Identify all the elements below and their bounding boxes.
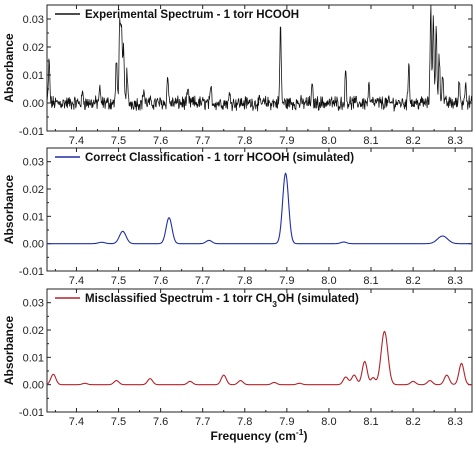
x-tick-label: 7.8 [237,135,252,147]
panel-1: 7.4 7.5 7.6 7.7 7.8 7.9 8.0 8.1 8.2 8.3 -0.01 0.00 0… [2,4,473,147]
x-tick-label: 8.3 [448,275,463,287]
legend-label: Correct Classification - 1 torr HCOOH (s… [85,152,354,164]
x-tick-label: 7.5 [111,135,126,147]
y-tick-label: 0.02 [23,184,44,196]
x-tick-label: 7.4 [69,416,84,428]
y-tick-label: 0.03 [23,157,44,169]
legend-label: Experimental Spectrum - 1 torr HCOOH [85,9,299,21]
x-tick-label: 7.8 [237,416,252,428]
x-tick-label: 7.7 [195,135,210,147]
x-tick-label: 8.3 [448,135,463,147]
legend-label: Misclassified Spectrum - 1 torr CH3OH (s… [85,293,359,309]
y-axis-title: Absorbance [2,175,16,245]
y-axis-title: Absorbance [2,33,16,103]
x-tick-label: 7.7 [195,275,210,287]
x-axis-title: Frequency (cm-1) [211,427,308,443]
x-tick-label: 7.6 [153,275,168,287]
x-tick-label: 7.4 [69,135,84,147]
y-tick-label: -0.01 [19,407,44,419]
y-tick-label: 0.00 [23,380,44,392]
y-tick-label: 0.01 [23,211,44,223]
x-tick-label: 8.1 [363,416,378,428]
y-tick-label: 0.00 [23,98,44,110]
y-tick-label: -0.01 [19,266,44,278]
y-tick-label: 0.00 [23,239,44,251]
y-tick-label: 0.02 [23,42,44,54]
series-line [46,4,473,112]
y-tick-label: 0.01 [23,352,44,364]
x-tick-label: 7.9 [279,135,294,147]
x-tick-label: 8.0 [321,135,336,147]
x-tick-label: 8.2 [405,135,420,147]
y-tick-label: 0.02 [23,325,44,337]
x-tick-label: 7.6 [153,416,168,428]
x-tick-label: 7.8 [237,275,252,287]
x-tick-label: 8.1 [363,275,378,287]
x-tick-label: 8.0 [321,275,336,287]
x-tick-label: 8.1 [363,135,378,147]
plot-frame [46,4,473,132]
x-tick-label: 7.9 [279,275,294,287]
x-tick-label: 7.4 [69,275,84,287]
x-tick-label: 7.5 [111,275,126,287]
series-line [47,172,472,245]
y-tick-label: 0.01 [23,70,44,82]
panel-3: 7.4 7.5 7.6 7.7 7.8 7.9 8.0 8.1 8.2 8.3 -0.01 0.00 0… [2,288,473,428]
series-line [46,330,472,386]
x-tick-label: 8.2 [405,416,420,428]
x-tick-label: 7.9 [279,416,294,428]
x-tick-label: 7.6 [153,135,168,147]
y-tick-label: 0.03 [23,14,44,26]
x-tick-label: 8.3 [448,416,463,428]
plot-frame [46,288,473,413]
y-tick-label: 0.03 [23,298,44,310]
x-tick-label: 8.2 [405,275,420,287]
y-tick-label: -0.01 [19,126,44,138]
x-tick-label: 8.0 [321,416,336,428]
y-axis-title: Absorbance [2,316,16,386]
panel-2: 7.4 7.5 7.6 7.7 7.8 7.9 8.0 8.1 8.2 8.3 -0.01 0.00 0… [2,147,473,287]
x-tick-label: 7.5 [111,416,126,428]
x-tick-label: 7.7 [195,416,210,428]
plot-frame [46,147,473,272]
